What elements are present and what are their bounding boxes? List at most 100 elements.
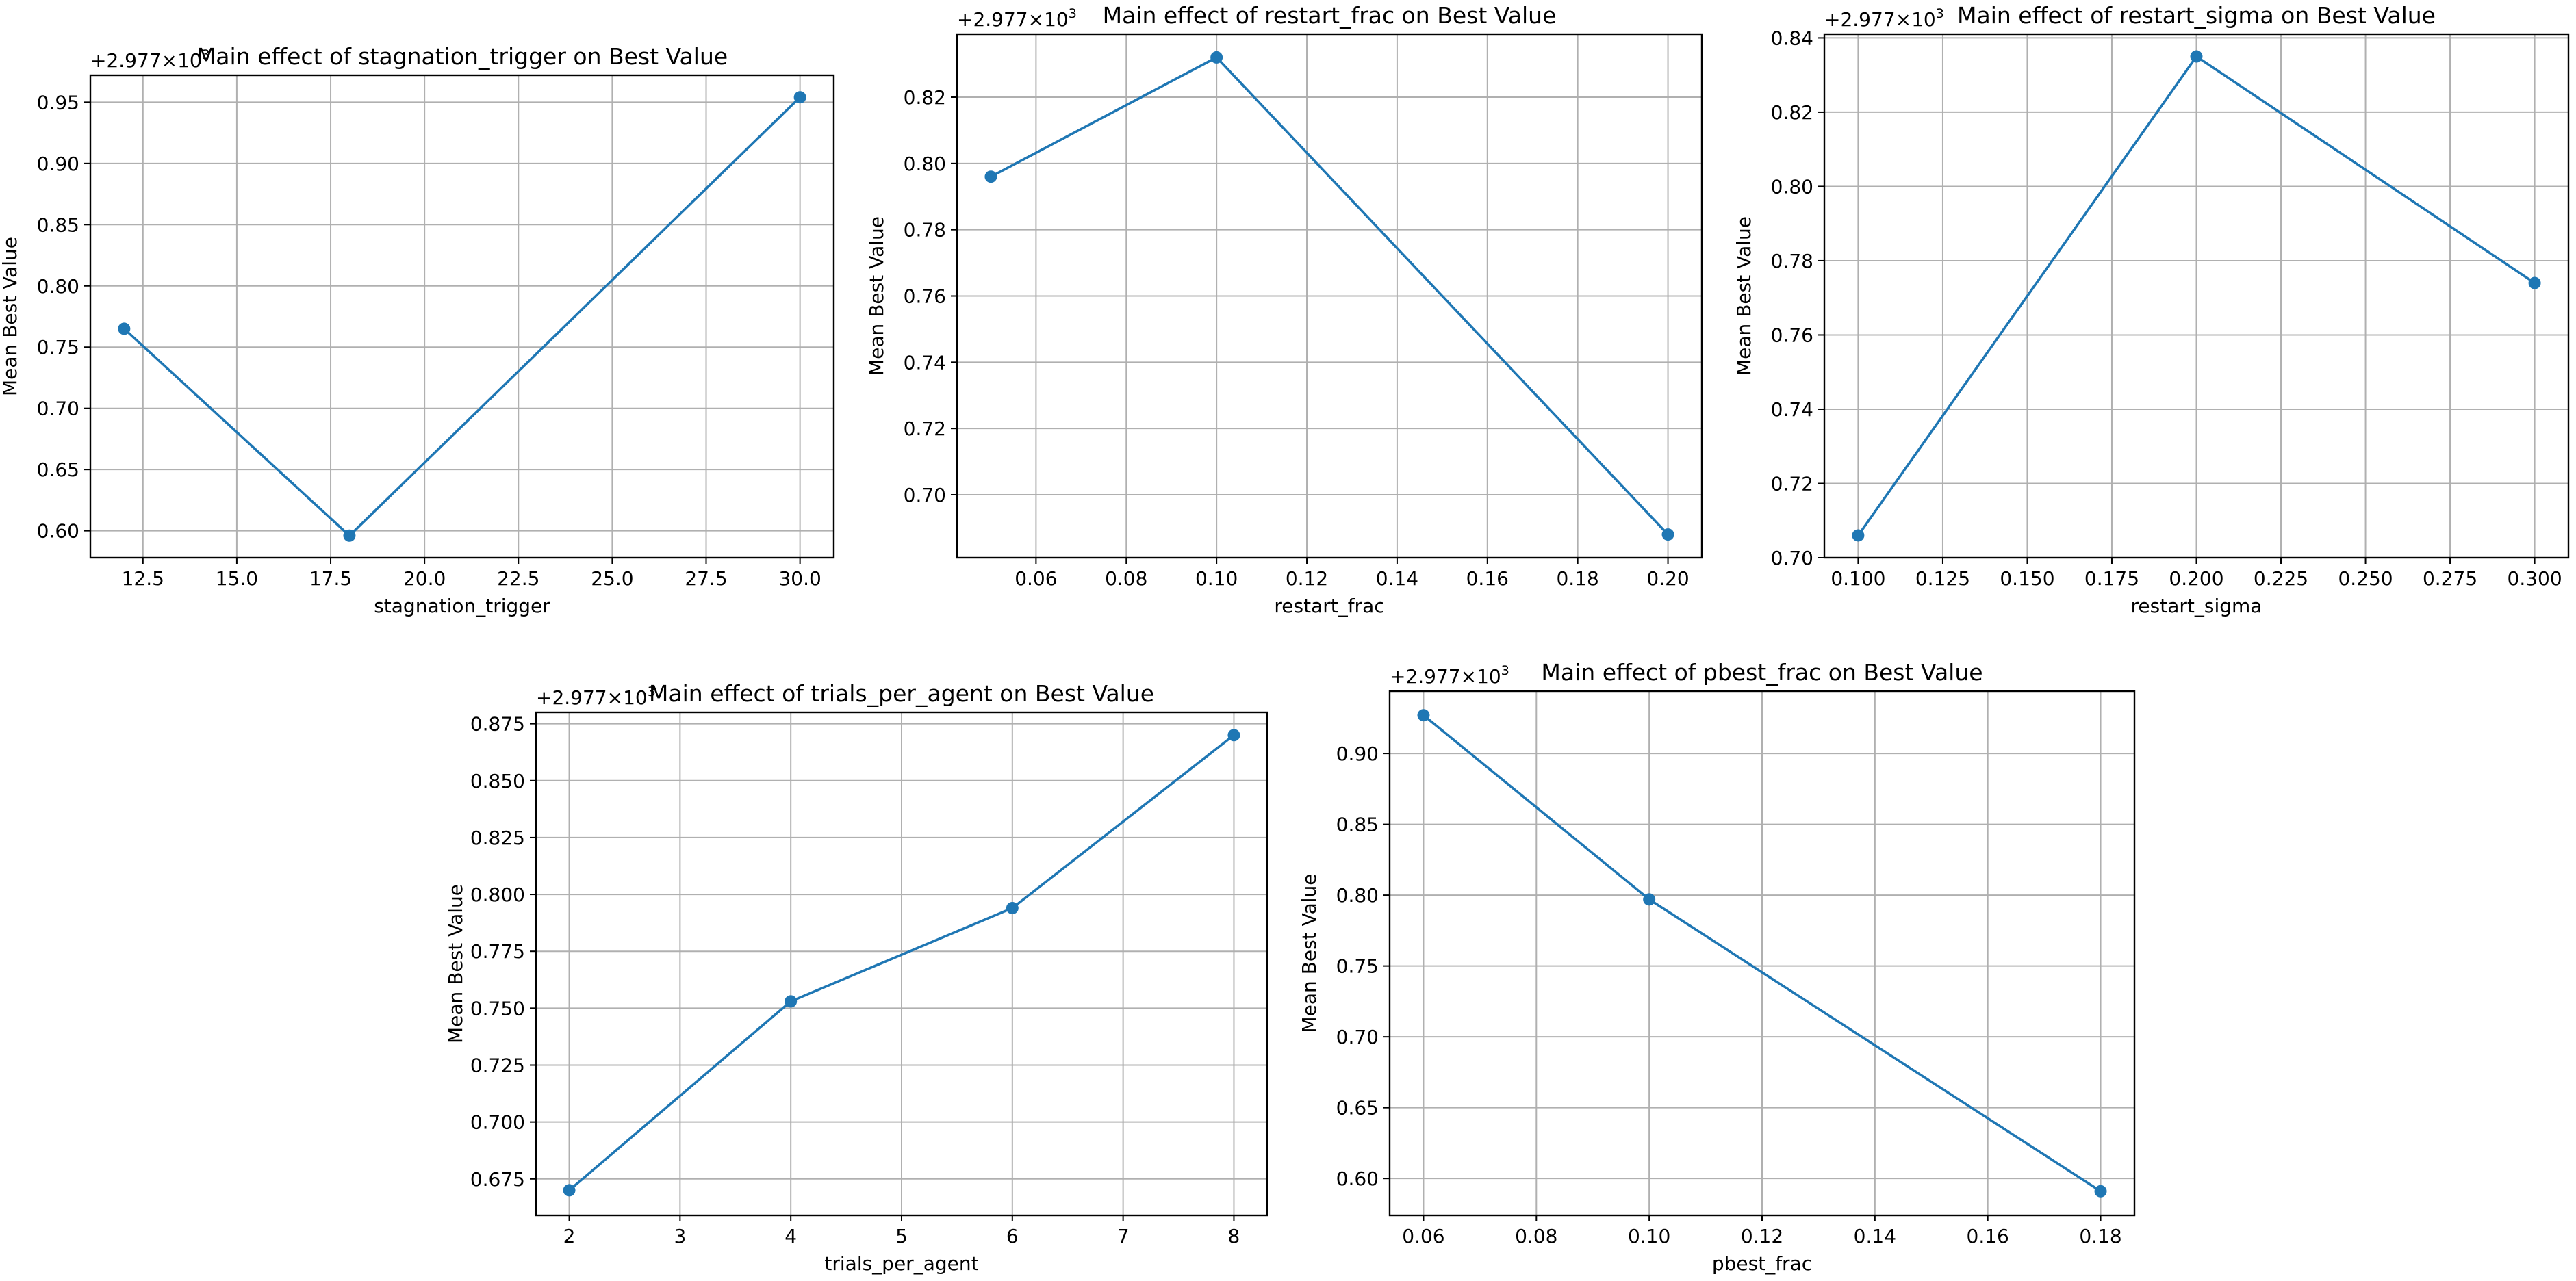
data-point bbox=[1227, 729, 1240, 742]
y-offset-exponent: 3 bbox=[1936, 6, 1944, 21]
y-tick-label: 0.80 bbox=[37, 275, 79, 298]
x-tick-label: 3 bbox=[674, 1225, 686, 1247]
y-tick-label: 0.76 bbox=[1771, 324, 1813, 346]
y-offset-base: +2.977×10 bbox=[90, 49, 202, 72]
y-axis-label: Mean Best Value bbox=[1298, 874, 1321, 1033]
y-offset-label: +2.977×103 bbox=[536, 684, 656, 709]
chart-title: Main effect of restart_frac on Best Valu… bbox=[1103, 2, 1557, 29]
y-tick-label: 0.65 bbox=[1336, 1097, 1379, 1120]
y-tick-label: 0.70 bbox=[1336, 1026, 1379, 1048]
x-axis-label: restart_sigma bbox=[2131, 595, 2262, 617]
y-offset-label: +2.977×103 bbox=[1390, 663, 1509, 688]
y-tick-label: 0.825 bbox=[470, 827, 525, 849]
x-tick-label: 0.06 bbox=[1402, 1225, 1444, 1247]
y-tick-label: 0.80 bbox=[904, 153, 946, 175]
y-tick-label: 0.800 bbox=[470, 883, 525, 906]
chart-title: Main effect of restart_sigma on Best Val… bbox=[1957, 2, 2436, 29]
data-point bbox=[2190, 50, 2203, 63]
x-tick-label: 0.200 bbox=[2169, 567, 2223, 590]
x-tick-label: 0.20 bbox=[1646, 567, 1689, 590]
x-tick-label: 0.08 bbox=[1105, 567, 1147, 590]
chart-title: Main effect of pbest_frac on Best Value bbox=[1541, 659, 1982, 686]
y-tick-label: 0.74 bbox=[904, 351, 946, 374]
y-offset-label: +2.977×103 bbox=[90, 47, 210, 72]
y-offset-exponent: 3 bbox=[648, 684, 656, 699]
data-point bbox=[1852, 529, 1865, 542]
y-tick-label: 0.875 bbox=[470, 713, 525, 736]
y-tick-label: 0.90 bbox=[37, 153, 79, 175]
y-offset-exponent: 3 bbox=[1069, 6, 1077, 21]
x-tick-label: 8 bbox=[1228, 1225, 1240, 1247]
x-tick-label: 22.5 bbox=[497, 567, 539, 590]
x-tick-label: 0.14 bbox=[1854, 1225, 1896, 1247]
x-tick-label: 0.18 bbox=[2079, 1225, 2121, 1247]
y-tick-label: 0.70 bbox=[1771, 547, 1813, 569]
x-axis-label: restart_frac bbox=[1274, 595, 1384, 617]
data-point bbox=[563, 1184, 576, 1197]
axes-frame bbox=[89, 74, 835, 559]
y-axis-label: Mean Best Value bbox=[1733, 216, 1755, 376]
data-point bbox=[2528, 276, 2541, 289]
x-tick-label: 27.5 bbox=[685, 567, 727, 590]
data-point bbox=[343, 529, 356, 542]
y-offset-base: +2.977×10 bbox=[957, 8, 1069, 31]
x-tick-label: 2 bbox=[563, 1225, 576, 1247]
x-tick-label: 7 bbox=[1117, 1225, 1130, 1247]
x-tick-label: 0.275 bbox=[2423, 567, 2477, 590]
x-tick-label: 30.0 bbox=[778, 567, 821, 590]
data-point bbox=[785, 995, 798, 1008]
y-tick-label: 0.74 bbox=[1771, 398, 1813, 421]
data-point bbox=[984, 170, 997, 183]
y-tick-label: 0.775 bbox=[470, 940, 525, 963]
y-tick-label: 0.72 bbox=[1771, 472, 1813, 495]
x-tick-label: 12.5 bbox=[122, 567, 164, 590]
y-tick-label: 0.60 bbox=[37, 520, 79, 543]
y-tick-label: 0.80 bbox=[1771, 175, 1813, 198]
subplot-3: 0.100 0.125 0.150 0.175 0.200 0.225 0.250 0.275… bbox=[1733, 2, 2570, 617]
y-tick-label: 0.95 bbox=[37, 91, 79, 114]
y-tick-label: 0.72 bbox=[904, 417, 946, 440]
y-tick-label: 0.85 bbox=[1336, 814, 1379, 836]
x-tick-label: 0.12 bbox=[1286, 567, 1328, 590]
y-tick-label: 0.82 bbox=[1771, 101, 1813, 124]
x-tick-label: 0.125 bbox=[1915, 567, 1970, 590]
x-tick-label: 20.0 bbox=[403, 567, 446, 590]
x-tick-label: 0.300 bbox=[2508, 567, 2562, 590]
data-point bbox=[1643, 893, 1656, 906]
y-tick-label: 0.65 bbox=[37, 458, 79, 481]
chart-title: Main effect of stagnation_trigger on Bes… bbox=[196, 43, 728, 70]
x-tick-label: 0.250 bbox=[2338, 567, 2393, 590]
x-tick-label: 5 bbox=[895, 1225, 908, 1247]
x-tick-label: 25.0 bbox=[591, 567, 633, 590]
y-tick-label: 0.80 bbox=[1336, 884, 1379, 907]
series-line bbox=[568, 734, 1235, 1191]
y-offset-base: +2.977×10 bbox=[536, 686, 648, 709]
x-tick-label: 0.10 bbox=[1628, 1225, 1670, 1247]
y-offset-base: +2.977×10 bbox=[1824, 8, 1936, 31]
y-axis-label: Mean Best Value bbox=[444, 884, 467, 1044]
x-tick-label: 0.175 bbox=[2084, 567, 2139, 590]
data-point bbox=[118, 322, 131, 335]
x-tick-label: 0.16 bbox=[1967, 1225, 2009, 1247]
subplot-5: 0.06 0.08 0.10 0.12 0.14 0.16 0.18 0.60 0.65 0.70… bbox=[1298, 659, 2136, 1275]
data-point bbox=[2094, 1185, 2107, 1198]
x-axis-label: pbest_frac bbox=[1712, 1252, 1812, 1275]
x-axis-label: stagnation_trigger bbox=[374, 595, 550, 617]
y-tick-label: 0.70 bbox=[37, 398, 79, 420]
y-offset-label: +2.977×103 bbox=[1824, 6, 1944, 31]
y-offset-exponent: 3 bbox=[202, 47, 210, 62]
x-tick-label: 0.12 bbox=[1741, 1225, 1783, 1247]
y-tick-label: 0.85 bbox=[37, 214, 79, 236]
x-tick-label: 0.16 bbox=[1466, 567, 1509, 590]
x-tick-label: 0.18 bbox=[1556, 567, 1598, 590]
y-tick-label: 0.90 bbox=[1336, 742, 1379, 765]
subplot-1: 12.5 15.0 17.5 20.0 22.5 25.0 27.5 30.0 0.60 0.65… bbox=[0, 43, 835, 617]
x-tick-label: 0.14 bbox=[1376, 567, 1418, 590]
y-offset-exponent: 3 bbox=[1501, 663, 1509, 678]
y-tick-label: 0.78 bbox=[1771, 250, 1813, 272]
y-tick-label: 0.75 bbox=[37, 336, 79, 359]
x-tick-label: 0.225 bbox=[2254, 567, 2308, 590]
x-tick-label: 0.06 bbox=[1015, 567, 1057, 590]
x-tick-label: 17.5 bbox=[309, 567, 352, 590]
